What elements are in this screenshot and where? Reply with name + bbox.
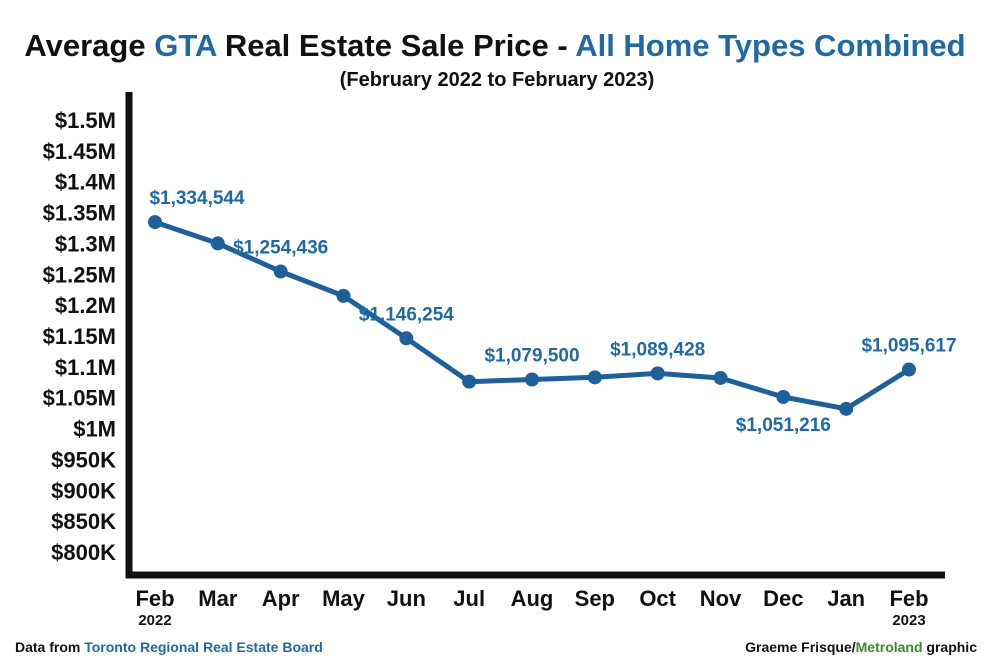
footer-source-prefix: Data from bbox=[15, 639, 84, 655]
y-tick-label: $850K bbox=[51, 509, 116, 534]
footer-credit-author: Graeme Frisque/ bbox=[745, 639, 856, 655]
data-label: $1,334,544 bbox=[149, 188, 245, 209]
x-tick-label: Mar bbox=[198, 586, 238, 611]
data-point bbox=[839, 401, 854, 416]
footer-credit: Graeme Frisque/Metroland graphic bbox=[745, 639, 977, 655]
data-point bbox=[462, 374, 477, 389]
footer-source-name: Toronto Regional Real Estate Board bbox=[84, 639, 323, 655]
title-part-3: Real Estate Sale Price - bbox=[216, 28, 575, 63]
data-point bbox=[210, 236, 225, 251]
y-tick-label: $800K bbox=[51, 540, 116, 565]
data-point bbox=[525, 372, 539, 387]
x-tick-label: Jul bbox=[453, 586, 485, 611]
title-part-4: All Home Types Combined bbox=[575, 28, 965, 63]
data-point bbox=[776, 389, 791, 404]
y-tick-label: $1.35M bbox=[43, 201, 116, 226]
x-tick-label: Jun bbox=[387, 586, 426, 611]
x-tick-label: Apr bbox=[262, 586, 300, 611]
y-tick-label: $1.15M bbox=[43, 324, 116, 349]
x-tick-label: Dec bbox=[763, 586, 803, 611]
footer-credit-org: Metroland bbox=[856, 639, 923, 655]
y-axis-ticks: $800K $850K $900K $950K $1M $1.05M $1.1M $1.15M… bbox=[43, 108, 116, 565]
footer-source: Data from Toronto Regional Real Estate B… bbox=[15, 639, 323, 655]
y-tick-label: $1.2M bbox=[55, 293, 116, 318]
x-tick-label: Feb bbox=[135, 586, 174, 611]
y-tick-label: $1.45M bbox=[43, 139, 116, 164]
x-tick-sublabel: 2022 bbox=[138, 612, 171, 629]
y-tick-label: $1M bbox=[73, 417, 116, 442]
data-label: $1,146,254 bbox=[359, 304, 455, 325]
data-point bbox=[399, 331, 414, 346]
y-tick-label: $1.3M bbox=[55, 231, 116, 256]
data-label: $1,089,428 bbox=[610, 339, 705, 360]
x-tick-label: Feb bbox=[889, 586, 928, 611]
data-point bbox=[902, 362, 916, 377]
data-point bbox=[148, 215, 162, 230]
chart-title: Average GTA Real Estate Sale Price - All… bbox=[24, 28, 965, 63]
x-tick-sublabel: 2023 bbox=[892, 612, 925, 629]
x-tick-label: Sep bbox=[575, 586, 615, 611]
x-tick-label: Jan bbox=[827, 586, 865, 611]
data-label: $1,254,436 bbox=[233, 238, 328, 259]
data-labels: $1,334,544 $1,254,436 $1,146,254 $1,079,500… bbox=[149, 188, 956, 436]
y-tick-label: $1.5M bbox=[55, 108, 116, 133]
data-point bbox=[336, 288, 351, 303]
x-tick-label: Nov bbox=[700, 586, 742, 611]
x-tick-label: Oct bbox=[639, 586, 676, 611]
title-part-1: Average bbox=[24, 28, 154, 63]
chart-subtitle: (February 2022 to February 2023) bbox=[340, 69, 655, 91]
data-point bbox=[650, 366, 665, 381]
data-point bbox=[587, 370, 602, 385]
data-label: $1,079,500 bbox=[484, 346, 579, 367]
y-tick-label: $1.25M bbox=[43, 262, 116, 287]
y-tick-label: $1.05M bbox=[43, 386, 116, 411]
y-tick-label: $900K bbox=[51, 478, 116, 503]
y-tick-label: $1.1M bbox=[55, 355, 116, 380]
data-point bbox=[713, 370, 728, 385]
x-tick-label: Aug bbox=[511, 586, 554, 611]
title-part-2: GTA bbox=[154, 28, 217, 63]
footer-credit-suffix: graphic bbox=[923, 639, 978, 655]
data-label: $1,095,617 bbox=[861, 336, 956, 357]
y-tick-label: $1.4M bbox=[55, 170, 116, 195]
data-label: $1,051,216 bbox=[736, 415, 831, 436]
data-point bbox=[273, 264, 288, 279]
y-tick-label: $950K bbox=[51, 447, 116, 472]
x-tick-label: May bbox=[322, 586, 366, 611]
data-points bbox=[148, 215, 916, 416]
